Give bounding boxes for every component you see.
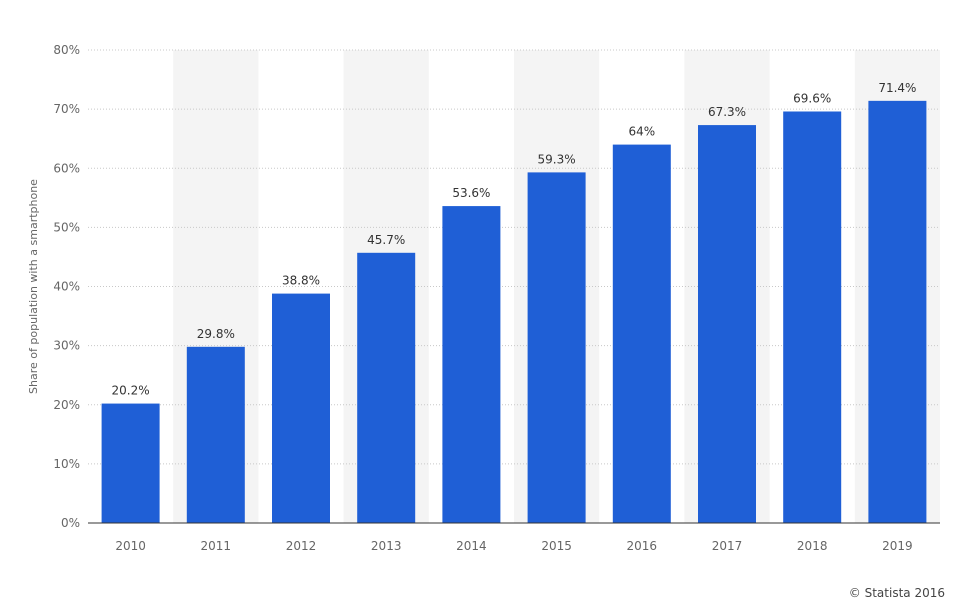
copyright-credit: © Statista 2016	[848, 586, 945, 600]
x-axis-ticks: 2010 2011 2012 2013 2014 2015 2016 2017 2018 2019	[115, 539, 912, 553]
y-tick-label: 50%	[53, 220, 80, 234]
bar-2012	[272, 293, 330, 523]
bar-2018	[783, 111, 842, 524]
gridlines	[88, 49, 940, 465]
bars	[101, 100, 927, 524]
x-tick-label-2015: 2015	[541, 539, 572, 553]
y-tick-label: 60%	[53, 161, 80, 175]
data-label-2010: 20.2%	[112, 384, 150, 398]
x-tick-label-2013: 2013	[371, 539, 402, 553]
x-tick-label-2012: 2012	[286, 539, 317, 553]
y-tick-label: 40%	[53, 280, 80, 294]
y-axis-ticks: 0% 10% 20% 30% 40% 50% 60% 70% 80%	[53, 43, 80, 530]
x-tick-label-2019: 2019	[882, 539, 913, 553]
x-tick-label-2017: 2017	[712, 539, 743, 553]
bar-2010	[101, 403, 160, 523]
bar-2019	[868, 100, 927, 523]
data-labels: 20.2% 29.8% 38.8% 45.7% 53.6% 59.3% 64% 67.3% 69…	[112, 81, 917, 398]
x-tick-label-2011: 2011	[201, 539, 232, 553]
data-label-2017: 67.3%	[708, 105, 746, 119]
data-label-2011: 29.8%	[197, 327, 235, 341]
bar-2016	[612, 144, 671, 523]
y-axis-title: Share of population with a smartphone	[27, 179, 40, 394]
data-label-2014: 53.6%	[452, 186, 490, 200]
bar-2013	[357, 252, 416, 523]
data-label-2013: 45.7%	[367, 233, 405, 247]
bar-2015	[527, 172, 586, 524]
x-tick-label-2016: 2016	[627, 539, 658, 553]
x-tick-label-2018: 2018	[797, 539, 828, 553]
x-tick-label-2014: 2014	[456, 539, 487, 553]
y-tick-label: 70%	[53, 102, 80, 116]
y-tick-label: 10%	[53, 457, 80, 471]
data-label-2015: 59.3%	[538, 152, 576, 166]
x-tick-label-2010: 2010	[115, 539, 146, 553]
bar-2017	[698, 125, 756, 524]
data-label-2018: 69.6%	[793, 91, 831, 105]
y-tick-label: 30%	[53, 339, 80, 353]
data-label-2019: 71.4%	[878, 81, 916, 95]
y-tick-label: 80%	[53, 43, 80, 57]
bar-2014	[442, 206, 501, 523]
data-label-2016: 64%	[628, 125, 655, 139]
y-tick-label: 20%	[53, 398, 80, 412]
data-label-2012: 38.8%	[282, 274, 320, 288]
bar-2011	[186, 346, 245, 523]
y-tick-label: 0%	[61, 516, 80, 530]
